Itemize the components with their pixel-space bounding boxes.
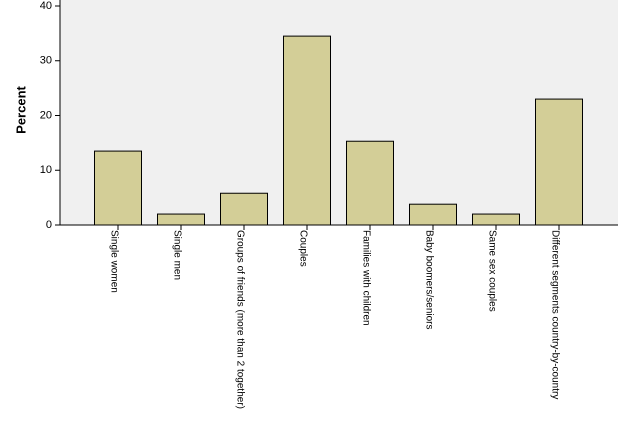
- bar: [535, 98, 583, 226]
- bar: [94, 150, 142, 226]
- y-tick-label: 10: [40, 164, 52, 176]
- x-tick-label: Groups of friends (more than 2 together): [234, 230, 245, 409]
- y-tick-label: 30: [40, 55, 52, 67]
- bar: [283, 35, 331, 226]
- y-tick-label: 40: [40, 0, 52, 12]
- x-tick-label: Families with children: [360, 230, 371, 326]
- bar: [157, 213, 205, 226]
- x-tick-label: Different segments country-by-country: [549, 230, 560, 399]
- bar: [220, 192, 268, 226]
- x-tick-label: Baby boomers/seniors: [423, 230, 434, 330]
- x-tick-label: Single women: [108, 230, 119, 293]
- y-tick-label: 0: [46, 219, 52, 231]
- x-tick-label: Single men: [171, 230, 182, 280]
- bar: [472, 213, 520, 226]
- plot-area: [60, 0, 618, 225]
- y-axis-label: Percent: [13, 85, 28, 133]
- bar: [346, 140, 394, 226]
- y-tick-label: 20: [40, 109, 52, 121]
- bar: [409, 203, 457, 226]
- x-tick-label: Same sex couples: [486, 230, 497, 312]
- x-tick-label: Couples: [297, 230, 308, 267]
